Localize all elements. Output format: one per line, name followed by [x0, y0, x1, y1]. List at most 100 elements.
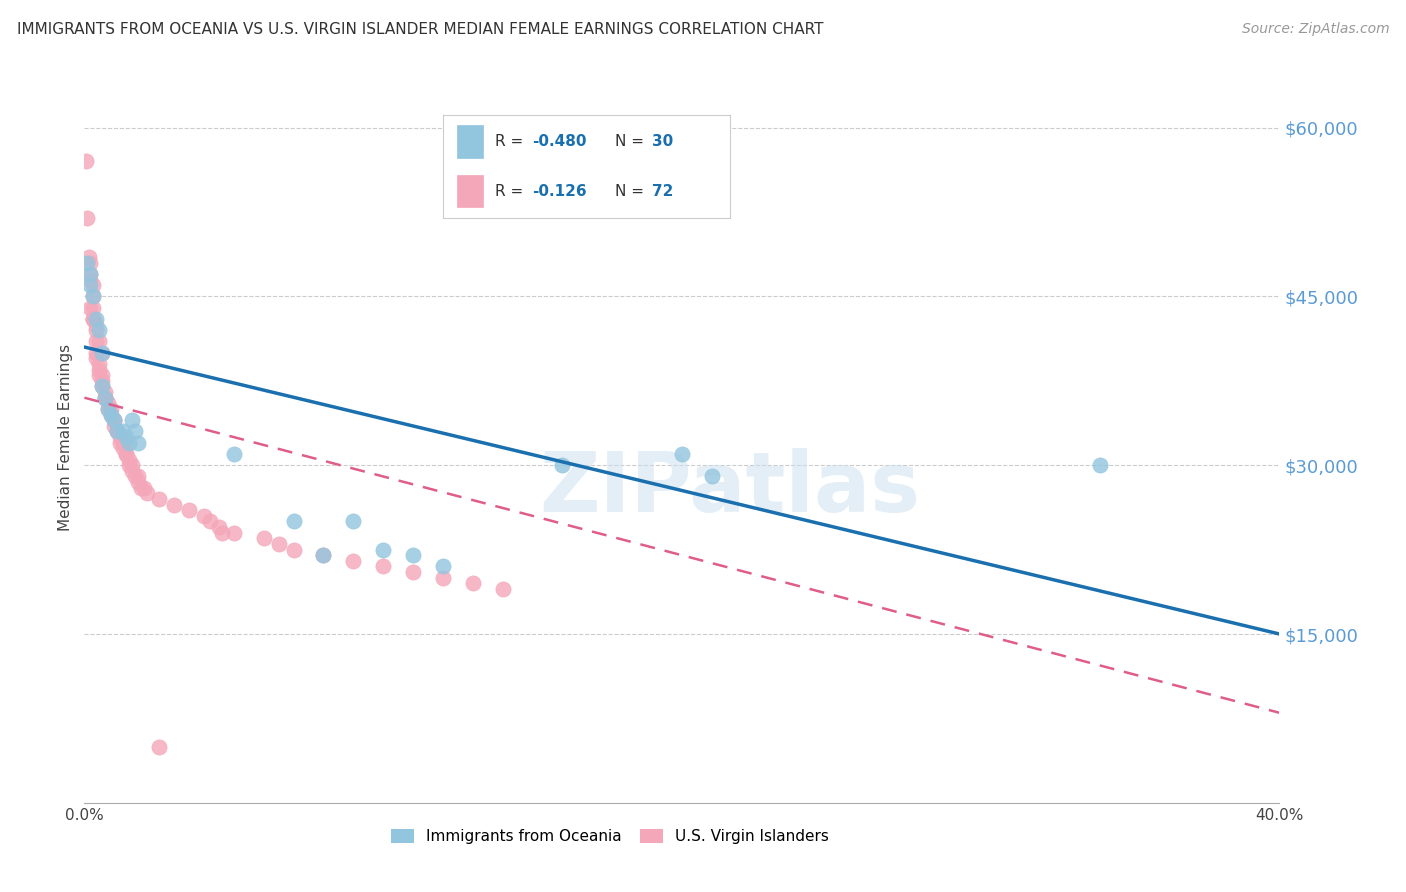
Point	[94, 391, 117, 405]
Point	[342, 554, 364, 568]
Point	[91, 345, 114, 359]
Point	[115, 430, 138, 444]
Point	[373, 559, 395, 574]
Point	[94, 391, 117, 405]
Point	[76, 211, 98, 225]
Point	[100, 401, 122, 416]
Point	[91, 379, 114, 393]
Point	[193, 508, 215, 523]
Point	[100, 408, 122, 422]
Point	[163, 498, 186, 512]
Point	[177, 503, 200, 517]
Point	[82, 289, 104, 303]
Point	[91, 368, 114, 383]
Point	[86, 334, 108, 349]
Point	[82, 312, 104, 326]
Point	[222, 447, 245, 461]
Point	[211, 525, 233, 540]
Point	[127, 475, 149, 489]
Point	[127, 435, 149, 450]
Y-axis label: Median Female Earnings: Median Female Earnings	[58, 343, 73, 531]
Point	[86, 323, 108, 337]
Point	[79, 267, 101, 281]
Point	[105, 425, 128, 439]
Point	[222, 525, 245, 540]
Point	[86, 345, 108, 359]
Point	[110, 430, 132, 444]
Point	[402, 565, 425, 579]
Point	[671, 447, 693, 461]
Point	[79, 272, 101, 286]
Point	[115, 447, 138, 461]
Point	[112, 425, 135, 439]
Point	[283, 542, 305, 557]
Text: ZIPatlas: ZIPatlas	[540, 448, 920, 529]
Point	[91, 379, 114, 393]
Point	[121, 413, 143, 427]
Point	[112, 442, 135, 456]
Point	[118, 458, 141, 473]
Point	[79, 301, 101, 315]
Point	[97, 401, 120, 416]
Point	[97, 401, 120, 416]
Point	[105, 425, 128, 439]
Point	[136, 486, 159, 500]
Point	[82, 278, 104, 293]
Point	[86, 351, 108, 366]
Point	[82, 312, 104, 326]
Point	[700, 469, 723, 483]
Point	[94, 385, 117, 400]
Point	[97, 396, 120, 410]
Point	[82, 301, 104, 315]
Point	[79, 278, 101, 293]
Point	[91, 345, 114, 359]
Point	[94, 391, 117, 405]
Point	[432, 559, 454, 574]
Point	[208, 520, 231, 534]
Point	[132, 481, 156, 495]
Point	[89, 357, 111, 371]
Point	[121, 464, 143, 478]
Point	[86, 312, 108, 326]
Point	[121, 458, 143, 473]
Point	[103, 413, 125, 427]
Point	[402, 548, 425, 562]
Point	[1090, 458, 1112, 473]
Point	[312, 548, 335, 562]
Point	[118, 452, 141, 467]
Point	[148, 491, 170, 506]
Point	[551, 458, 574, 473]
Point	[89, 362, 111, 376]
Point	[103, 418, 125, 433]
Legend: Immigrants from Oceania, U.S. Virgin Islanders: Immigrants from Oceania, U.S. Virgin Isl…	[385, 822, 835, 850]
Point	[115, 447, 138, 461]
Point	[373, 542, 395, 557]
Point	[75, 154, 97, 169]
Point	[267, 537, 290, 551]
Point	[110, 435, 132, 450]
Point	[105, 425, 128, 439]
Point	[432, 571, 454, 585]
Text: IMMIGRANTS FROM OCEANIA VS U.S. VIRGIN ISLANDER MEDIAN FEMALE EARNINGS CORRELATI: IMMIGRANTS FROM OCEANIA VS U.S. VIRGIN I…	[17, 22, 824, 37]
Point	[148, 739, 170, 754]
Point	[86, 318, 108, 332]
Point	[312, 548, 335, 562]
Point	[112, 435, 135, 450]
Point	[76, 255, 98, 269]
Text: Source: ZipAtlas.com: Source: ZipAtlas.com	[1241, 22, 1389, 37]
Point	[129, 481, 152, 495]
Point	[89, 323, 111, 337]
Point	[461, 576, 484, 591]
Point	[91, 374, 114, 388]
Point	[100, 408, 122, 422]
Point	[79, 255, 101, 269]
Point	[124, 469, 146, 483]
Point	[124, 425, 146, 439]
Point	[127, 469, 149, 483]
Point	[492, 582, 515, 596]
Point	[118, 435, 141, 450]
Point	[283, 515, 305, 529]
Point	[89, 334, 111, 349]
Point	[253, 532, 276, 546]
Point	[82, 289, 104, 303]
